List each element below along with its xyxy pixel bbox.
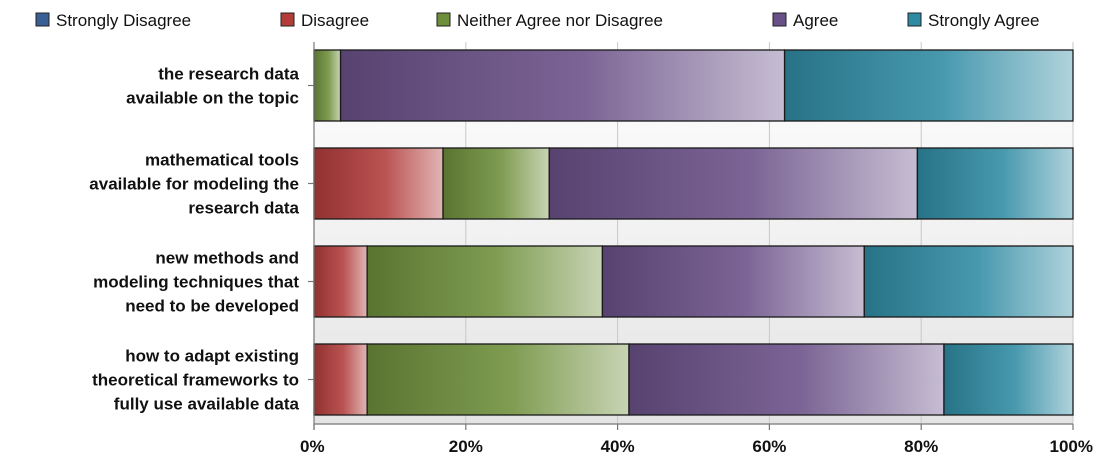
bars xyxy=(313,49,1074,416)
legend-label: Disagree xyxy=(301,11,369,30)
legend-item-neither-agree-nor-disagree: Neither Agree nor Disagree xyxy=(436,11,663,30)
category-label-line: mathematical tools xyxy=(145,151,299,170)
category-label-line: available for modeling the xyxy=(89,175,299,194)
legend-swatch xyxy=(280,12,295,27)
bar-segment-strongly-agree-row-3 xyxy=(863,245,1074,318)
legend-label: Strongly Agree xyxy=(928,11,1040,30)
category-labels: the research data available on the topic m… xyxy=(89,65,299,414)
category-label-line: fully use available data xyxy=(114,395,300,414)
legend-swatch xyxy=(35,12,50,27)
legend-swatch xyxy=(907,12,922,27)
bar-segment-neither-agree-nor-disagree-row-4 xyxy=(366,343,630,416)
category-label-line: available on the topic xyxy=(126,89,299,108)
legend-swatch xyxy=(436,12,451,27)
category-label-row-3: new methods and modeling techniques that n… xyxy=(93,249,299,316)
bar-segment-neither-agree-nor-disagree-row-3 xyxy=(366,245,604,318)
legend-item-disagree: Disagree xyxy=(280,11,369,30)
category-label-line: the research data xyxy=(158,65,299,84)
x-tick-label-60: 60% xyxy=(752,437,786,456)
category-label-row-4: how to adapt existing theoretical framewo… xyxy=(92,347,299,414)
legend-item-agree: Agree xyxy=(772,11,838,30)
bar-segment-agree-row-3 xyxy=(601,245,865,318)
legend-label: Neither Agree nor Disagree xyxy=(457,11,663,30)
legend-item-strongly-disagree: Strongly Disagree xyxy=(35,11,191,30)
axes xyxy=(308,42,1074,430)
category-label-row-1: the research data available on the topic xyxy=(126,65,299,108)
legend-label: Agree xyxy=(793,11,838,30)
category-label-row-2: mathematical tools available for modeling… xyxy=(89,151,299,218)
category-label-line: theoretical frameworks to xyxy=(92,371,299,390)
x-tick-label-100: 100% xyxy=(1050,437,1093,456)
bar-segment-disagree-row-4 xyxy=(313,343,368,416)
category-label-line: research data xyxy=(188,199,299,218)
bar-segment-disagree-row-3 xyxy=(313,245,368,318)
x-tick-label-0: 0% xyxy=(300,437,325,456)
x-tick-label-40: 40% xyxy=(601,437,635,456)
category-label-line: modeling techniques that xyxy=(93,273,299,292)
category-label-line: need to be developed xyxy=(125,297,299,316)
bar-segment-agree-row-2 xyxy=(548,147,919,220)
legend: Strongly Disagree Disagree Neither Agree n… xyxy=(35,11,1040,30)
legend-swatch xyxy=(772,12,787,27)
x-tick-label-20: 20% xyxy=(449,437,483,456)
legend-label: Strongly Disagree xyxy=(56,11,191,30)
category-label-line: new methods and xyxy=(155,249,299,268)
legend-item-strongly-agree: Strongly Agree xyxy=(907,11,1040,30)
bar-segment-strongly-agree-row-1 xyxy=(783,49,1074,122)
category-label-line: how to adapt existing xyxy=(125,347,299,366)
bar-segment-strongly-agree-row-4 xyxy=(943,343,1074,416)
bar-segment-strongly-agree-row-2 xyxy=(916,147,1074,220)
bar-segment-neither-agree-nor-disagree-row-2 xyxy=(442,147,550,220)
bar-segment-agree-row-4 xyxy=(628,343,945,416)
bar-segment-agree-row-1 xyxy=(339,49,786,122)
bar-segment-neither-agree-nor-disagree-row-1 xyxy=(313,49,342,122)
x-tick-label-80: 80% xyxy=(904,437,938,456)
bar-segment-disagree-row-2 xyxy=(313,147,444,220)
x-tick-labels: 0% 20% 40% 60% 80% 100% xyxy=(300,437,1093,456)
